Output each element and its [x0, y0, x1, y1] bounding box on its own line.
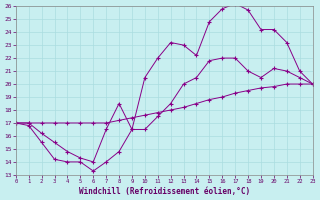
X-axis label: Windchill (Refroidissement éolien,°C): Windchill (Refroidissement éolien,°C)	[79, 187, 250, 196]
